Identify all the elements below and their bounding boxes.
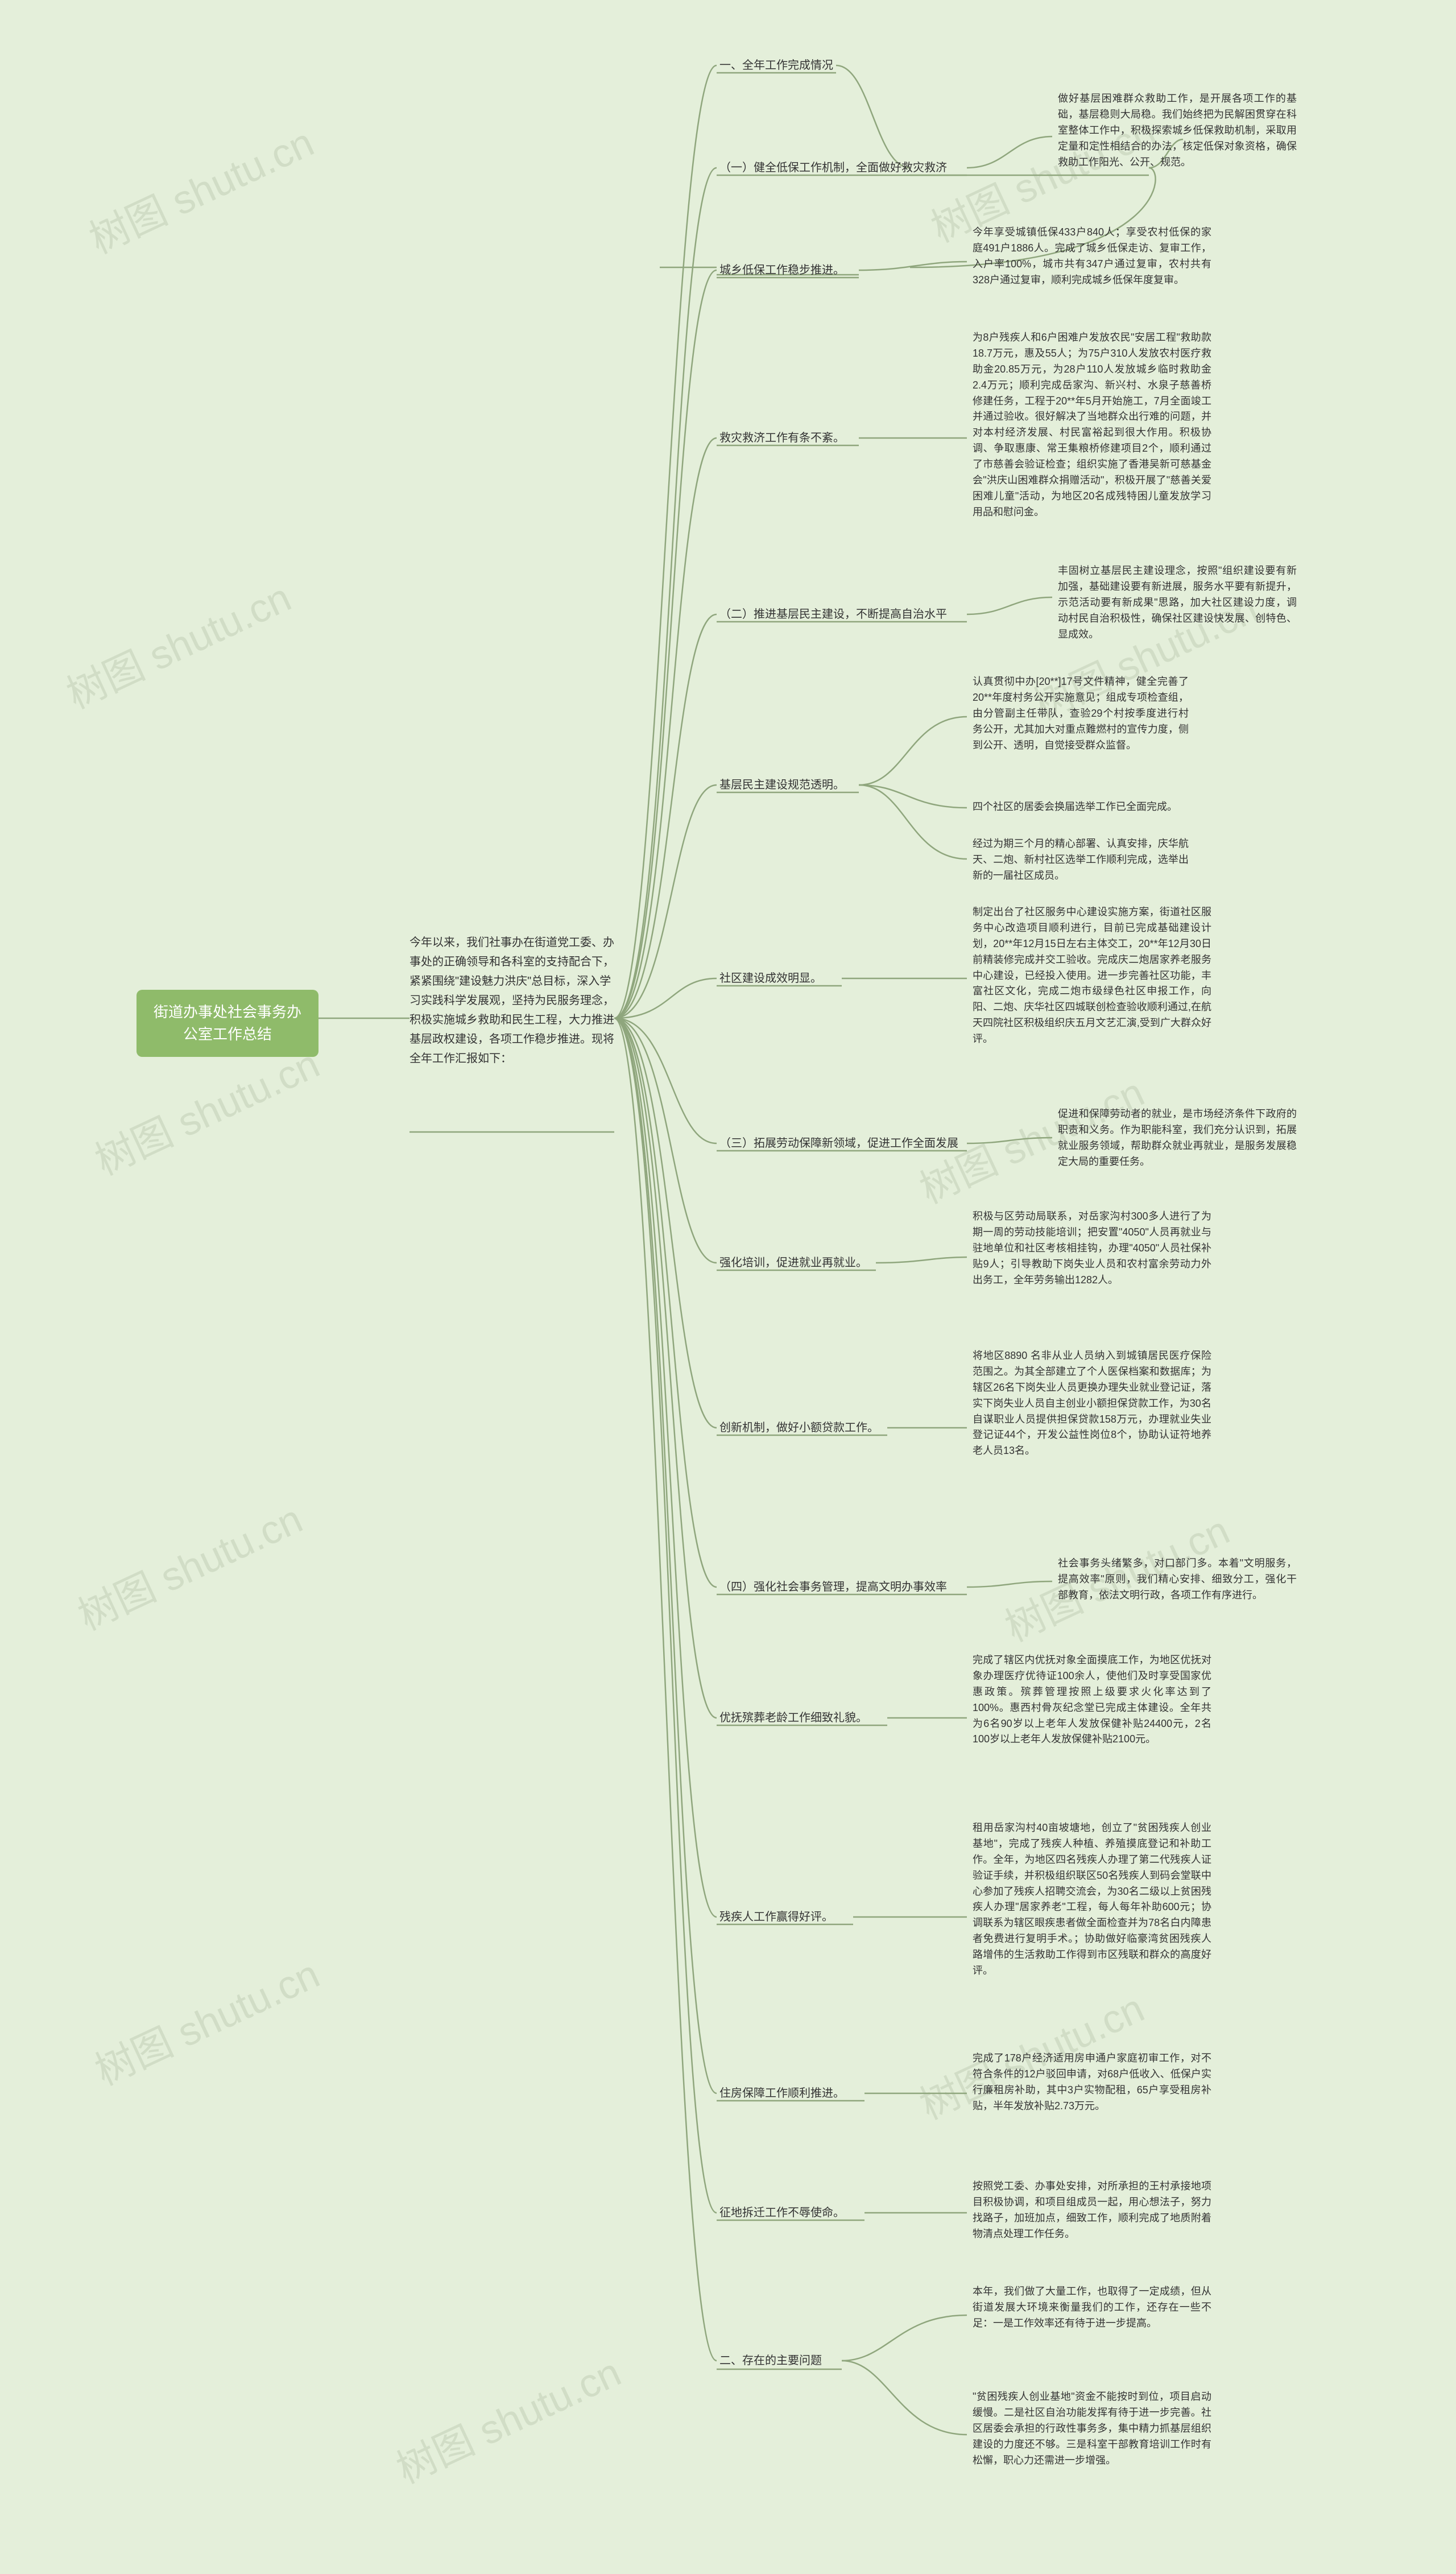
branch-2-c1-d1: 认真贯彻中办[20**]17号文件精神，健全完善了20**年度村务公开实施意见；… xyxy=(973,674,1189,753)
section-2-p1: 本年，我们做了大量工作，也取得了一定成绩，但从街道发展大环境来衡量我们的工作，还… xyxy=(973,2284,1211,2332)
branch-4-desc: 社会事务头绪繁多，对口部门多。本着"文明服务，提高效率"原则，我们精心安排、细致… xyxy=(1058,1556,1297,1604)
connector-layer xyxy=(0,0,1456,2574)
watermark: 树图 shutu.cn xyxy=(56,566,299,720)
branch-4-c4-title: 征地拆迁工作不辱使命。 xyxy=(719,2204,845,2221)
branch-3-c1-desc: 积极与区劳动局联系，对岳家沟村300多人进行了为期一周的劳动技能培训；把安置"4… xyxy=(973,1209,1211,1288)
branch-4-c2-desc: 租用岳家沟村40亩坡塘地，创立了"贫困残疾人创业基地"，完成了残疾人种植、养殖摸… xyxy=(973,1820,1211,1979)
branch-1-c1-desc: 今年享受城镇低保433户840人；享受农村低保的家庭491户1886人。完成了城… xyxy=(973,225,1211,288)
section-2-p2: "贫困残疾人创业基地"资金不能按时到位，项目启动缓慢。二是社区自治功能发挥有待于… xyxy=(973,2389,1211,2468)
branch-1-desc: 做好基层困难群众救助工作，是开展各项工作的基础，基层稳则大局稳。我们始终把为民解… xyxy=(1058,91,1297,170)
branch-4-c1-title: 优抚殡葬老龄工作细致礼貌。 xyxy=(719,1709,867,1726)
section-1-title: 一、全年工作完成情况 xyxy=(719,57,833,74)
branch-2-c1-d3: 经过为期三个月的精心部署、认真安排，庆华航天、二炮、新村社区选举工作顺利完成，选… xyxy=(973,836,1189,884)
branch-2-c1-d2: 四个社区的居委会换届选举工作已全面完成。 xyxy=(973,799,1189,815)
branch-3-c2-title: 创新机制，做好小额贷款工作。 xyxy=(719,1419,879,1436)
root-node: 街道办事处社会事务办公室工作总结 xyxy=(136,990,318,1057)
branch-2-c2-desc: 制定出台了社区服务中心建设实施方案，街道社区服务中心改造项目顺利进行，目前已完成… xyxy=(973,904,1211,1047)
branch-3-desc: 促进和保障劳动者的就业，是市场经济条件下政府的职责和义务。作为职能科室，我们充分… xyxy=(1058,1106,1297,1170)
branch-4-c1-desc: 完成了辖区内优抚对象全面摸底工作，为地区优抚对象办理医疗优待证100余人，使他们… xyxy=(973,1652,1211,1747)
branch-4-c3-title: 住房保障工作顺利推进。 xyxy=(719,2085,845,2102)
branch-4-c4-desc: 按照党工委、办事处安排，对所承担的王村承接地项目积极协调，和项目组成员一起，用心… xyxy=(973,2179,1211,2242)
branch-3-title: （三）拓展劳动保障新领域，促进工作全面发展 xyxy=(719,1135,958,1152)
branch-2-c1-title: 基层民主建设规范透明。 xyxy=(719,776,845,794)
branch-1-c2-desc: 为8户残疾人和6户困难户发放农民"安居工程"救助款18.7万元，惠及55人；为7… xyxy=(973,330,1211,520)
section-2-title: 二、存在的主要问题 xyxy=(719,2352,822,2369)
watermark: 树图 shutu.cn xyxy=(386,2341,629,2495)
branch-2-desc: 丰固树立基层民主建设理念，按照"组织建设要有新加强，基础建设要有新进展，服务水平… xyxy=(1058,563,1297,642)
branch-4-c2-title: 残疾人工作赢得好评。 xyxy=(719,1908,833,1926)
branch-2-c2-title: 社区建设成效明显。 xyxy=(719,970,822,987)
branch-3-c2-desc: 将地区8890 名非从业人员纳入到城镇居民医疗保险范围之。为其全部建立了个人医保… xyxy=(973,1348,1211,1459)
branch-2-title: （二）推进基层民主建设，不断提高自治水平 xyxy=(719,606,947,623)
watermark: 树图 shutu.cn xyxy=(79,111,322,265)
branch-1-c1-title: 城乡低保工作稳步推进。 xyxy=(719,262,845,279)
branch-1-c2-title: 救灾救济工作有条不紊。 xyxy=(719,429,845,447)
watermark: 树图 shutu.cn xyxy=(68,1488,311,1642)
watermark: 树图 shutu.cn xyxy=(85,1943,328,2097)
branch-1-title: （一）健全低保工作机制，全面做好救灾救济 xyxy=(719,159,947,176)
branch-3-c1-title: 强化培训，促进就业再就业。 xyxy=(719,1254,867,1271)
main-description: 今年以来，我们社事办在街道党工委、办事处的正确领导和各科室的支持配合下，紧紧围绕… xyxy=(410,933,614,1068)
branch-4-c3-desc: 完成了178户经济适用房申通户家庭初审工作，对不符合条件的12户驳回申请，对68… xyxy=(973,2051,1211,2114)
branch-4-title: （四）强化社会事务管理，提高文明办事效率 xyxy=(719,1579,947,1596)
